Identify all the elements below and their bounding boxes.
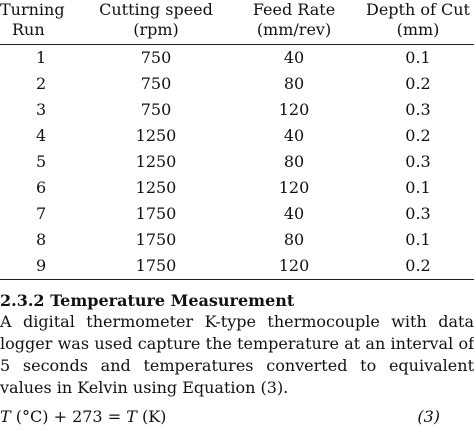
header-line-1: Cutting speed	[99, 0, 213, 19]
cell-cutting-speed: 1750	[86, 252, 226, 280]
cell-feed-rate: 80	[283, 151, 305, 171]
cell-run: 1	[36, 47, 47, 67]
cell-cutting-speed: 750	[140, 73, 172, 93]
equation-rhs-unit: (K)	[136, 407, 167, 426]
header-line-2: Run	[12, 20, 45, 39]
cell-depth-of-cut: 0.2	[362, 252, 474, 280]
header-feed-rate: Feed Rate (mm/rev)	[226, 0, 362, 45]
section-heading: 2.3.2 Temperature Measurement	[0, 291, 295, 310]
cell-depth-of-cut: 0.2	[405, 125, 431, 145]
cell-run: 7	[36, 203, 47, 223]
table-row: 7 1750 40 0.3	[0, 201, 474, 227]
cell-depth-of-cut: 0.1	[405, 177, 431, 197]
cell-run: 8	[36, 229, 47, 249]
table-header-row: Turning Run Cutting speed (rpm) Feed Rat…	[0, 0, 474, 45]
cell-run: 2	[36, 73, 47, 93]
cell-depth-of-cut: 0.3	[405, 99, 431, 119]
section-paragraph: A digital thermometer K-type thermocoupl…	[0, 312, 474, 397]
table-row: 1 750 40 0.1	[0, 44, 474, 71]
header-line-1: Depth of Cut	[366, 0, 470, 19]
turning-runs-table: Turning Run Cutting speed (rpm) Feed Rat…	[0, 0, 474, 280]
cell-feed-rate: 80	[283, 229, 305, 249]
cell-run: 4	[36, 125, 47, 145]
header-cutting-speed: Cutting speed (rpm)	[86, 0, 226, 45]
table-row: 6 1250 120 0.1	[0, 175, 474, 201]
cell-feed-rate: 120	[226, 252, 362, 280]
header-line-2: (rpm)	[133, 20, 179, 39]
equation-lhs-unit: (°C) + 273 =	[10, 407, 127, 426]
cell-cutting-speed: 1250	[135, 177, 177, 197]
cell-cutting-speed: 750	[140, 47, 172, 67]
cell-depth-of-cut: 0.3	[405, 151, 431, 171]
cell-cutting-speed: 1750	[135, 229, 177, 249]
cell-run: 3	[36, 99, 47, 119]
header-line-2: (mm)	[396, 20, 440, 39]
cell-depth-of-cut: 0.1	[405, 47, 431, 67]
cell-run: 5	[36, 151, 47, 171]
equation-3: T (°C) + 273 = T (K) (3)	[0, 406, 440, 428]
cell-run: 9	[0, 252, 86, 280]
table-row: 9 1750 120 0.2	[0, 252, 474, 280]
cell-depth-of-cut: 0.2	[405, 73, 431, 93]
cell-feed-rate: 120	[278, 177, 310, 197]
cell-cutting-speed: 750	[140, 99, 172, 119]
equation-rhs-var: T	[126, 407, 137, 426]
cell-cutting-speed: 1250	[135, 151, 177, 171]
cell-run: 6	[36, 177, 47, 197]
header-depth-of-cut: Depth of Cut (mm)	[362, 0, 474, 45]
cell-feed-rate: 40	[283, 47, 305, 67]
cell-feed-rate: 120	[278, 99, 310, 119]
equation-number: (3)	[417, 407, 440, 426]
cell-cutting-speed: 1250	[135, 125, 177, 145]
header-line-1: Turning	[0, 0, 65, 19]
table-row: 4 1250 40 0.2	[0, 123, 474, 149]
cell-feed-rate: 40	[283, 203, 305, 223]
header-line-1: Feed Rate	[252, 0, 336, 19]
cell-feed-rate: 40	[283, 125, 305, 145]
equation-body: T (°C) + 273 = T (K)	[0, 406, 166, 428]
table-row: 2 750 80 0.2	[0, 71, 474, 97]
cell-cutting-speed: 1750	[135, 203, 177, 223]
table-row: 3 750 120 0.3	[0, 97, 474, 123]
equation-lhs-var: T	[0, 407, 11, 426]
cell-feed-rate: 80	[283, 73, 305, 93]
header-line-2: (mm/rev)	[256, 20, 332, 39]
cell-depth-of-cut: 0.1	[405, 229, 431, 249]
table-row: 8 1750 80 0.1	[0, 227, 474, 253]
table-row: 5 1250 80 0.3	[0, 149, 474, 175]
header-turning-run: Turning Run	[0, 0, 86, 45]
cell-depth-of-cut: 0.3	[405, 203, 431, 223]
